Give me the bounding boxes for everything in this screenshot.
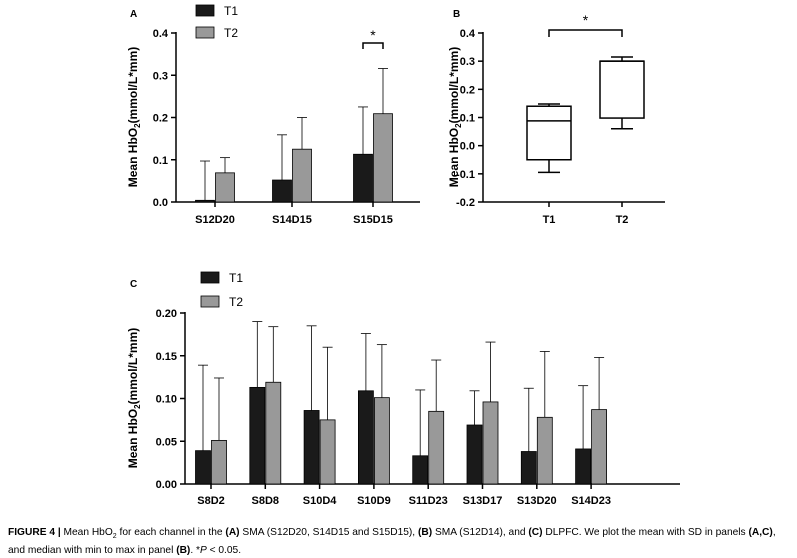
panel-b-box-t2-iqr bbox=[599, 60, 645, 119]
caption-text: DLPFC. We plot the mean with SD in panel… bbox=[542, 527, 749, 538]
panel-c-x-tick-label: S10D9 bbox=[357, 495, 391, 507]
panel-b-x-tick-label: T1 bbox=[543, 214, 556, 226]
panel-a-bar-t1-s12d20 bbox=[195, 199, 215, 203]
panel-a-significance-bracket bbox=[362, 42, 384, 49]
panel-c-bar-t2-s8d8 bbox=[265, 381, 282, 485]
panel-c-y-tick-label: 0.00 bbox=[156, 479, 177, 491]
caption-panel-c: (C) bbox=[528, 527, 543, 538]
panel-b-significance-bracket bbox=[548, 29, 623, 37]
panel-a-y-tick-label: 0.0 bbox=[153, 197, 168, 209]
panel-b-y-tick-label: 0.0 bbox=[460, 141, 475, 153]
panel-c-y-tick-label: 0.15 bbox=[156, 351, 177, 363]
caption-text: SMA (S12D20, S14D15 and S15D15), bbox=[239, 527, 418, 538]
panel-c-x-tick-label: S13D20 bbox=[517, 495, 557, 507]
panel-c-bar-t1-s10d4 bbox=[303, 410, 320, 485]
panel-c-legend-label-t2: T2 bbox=[229, 295, 243, 309]
panel-c-bar-t2-s11d23 bbox=[428, 410, 445, 485]
panel-c-x-tick-label: S8D8 bbox=[252, 495, 280, 507]
panel-c-letter: C bbox=[130, 279, 137, 290]
panel-c-y-axis-label: Mean HbO2(mmol/L*mm) bbox=[126, 328, 142, 468]
panel-b-box-t1-iqr bbox=[526, 105, 572, 161]
panel-a-y-tick-label: 0.3 bbox=[153, 70, 168, 82]
panel-a-y-tick-label: 0.2 bbox=[153, 113, 168, 125]
panel-a-bar-t1-s14d15 bbox=[272, 179, 292, 203]
panel-a-significance-star: * bbox=[370, 27, 376, 43]
caption-text: SMA (S12D14), and bbox=[432, 527, 529, 538]
panel-c-legend-swatch-t1 bbox=[200, 271, 220, 284]
panel-a-legend-label-t2: T2 bbox=[224, 26, 238, 40]
panel-b-letter: B bbox=[453, 9, 460, 20]
panel-b-y-tick-label: 0.2 bbox=[460, 84, 475, 96]
caption-panel-b2: (B) bbox=[176, 545, 191, 557]
panel-b-y-tick-label: 0.4 bbox=[460, 28, 476, 40]
panel-a-legend-swatch-t2 bbox=[195, 26, 215, 39]
panel-b-x-tick-label: T2 bbox=[616, 214, 629, 226]
panel-c-bar-t2-s10d4 bbox=[319, 419, 336, 485]
panel-b-y-tick-label: 0.3 bbox=[460, 56, 475, 68]
panel-c-bar-t1-s8d8 bbox=[249, 386, 266, 485]
panel-a-legend-swatch-t1 bbox=[195, 4, 215, 17]
panel-c-bar-t1-s13d17 bbox=[466, 424, 483, 485]
caption-text: , and median with min to max in panel bbox=[8, 527, 776, 557]
panel-a-y-tick-label: 0.1 bbox=[153, 155, 168, 167]
panel-c-legend-swatch-t2 bbox=[200, 295, 220, 308]
panel-c-bar-t2-s13d20 bbox=[536, 416, 553, 485]
panel-b-y-tick-label: 0.1 bbox=[460, 113, 475, 125]
panel-c-x-tick-label: S8D2 bbox=[197, 495, 225, 507]
panel-c-x-tick-label: S11D23 bbox=[409, 495, 448, 507]
panel-b-y-tick-label: -0.2 bbox=[456, 197, 475, 209]
panel-a-letter: A bbox=[130, 9, 137, 20]
caption-text: Mean HbO bbox=[60, 527, 113, 538]
panel-c-bar-t2-s13d17 bbox=[482, 401, 499, 485]
panel-a-bar-t1-s15d15 bbox=[353, 153, 373, 203]
panel-a-y-axis-label: Mean HbO2(mmol/L*mm) bbox=[126, 47, 142, 187]
figure-caption: FIGURE 4 | Mean HbO2 for each channel in… bbox=[8, 526, 793, 558]
caption-p: P bbox=[199, 545, 207, 557]
panel-a-bar-t2-s14d15 bbox=[292, 148, 312, 203]
panel-a-y-tick-label: 0.4 bbox=[153, 28, 169, 40]
caption-panel-ac: (A,C) bbox=[748, 527, 773, 538]
caption-panel-b: (B) bbox=[417, 527, 433, 538]
panel-a-legend-label-t1: T1 bbox=[224, 4, 238, 18]
caption-text: < 0.05. bbox=[206, 545, 242, 557]
panel-c-bar-t1-s14d23 bbox=[575, 448, 591, 485]
caption-text: for each channel in the bbox=[116, 527, 226, 538]
caption-sub: 2 bbox=[112, 533, 117, 541]
panel-a-x-tick-label: S12D20 bbox=[195, 214, 235, 226]
panel-c-bar-t1-s13d20 bbox=[520, 451, 537, 485]
panel-c-bar-t2-s14d23 bbox=[591, 409, 607, 485]
caption-lead: FIGURE 4 | bbox=[8, 527, 61, 538]
panel-b-significance-star: * bbox=[583, 12, 589, 28]
panel-a-x-tick-label: S15D15 bbox=[353, 214, 393, 226]
panel-a-bar-t2-s12d20 bbox=[215, 172, 235, 203]
panel-c-bar-t2-s8d2 bbox=[211, 439, 227, 485]
panel-c-x-tick-label: S13D17 bbox=[463, 495, 503, 507]
panel-b-y-axis-label: Mean HbO2(mmol/L*mm) bbox=[447, 47, 463, 187]
panel-a-bar-t2-s15d15 bbox=[373, 113, 393, 203]
panel-c-y-tick-label: 0.20 bbox=[156, 308, 177, 320]
panel-c-y-tick-label: 0.10 bbox=[156, 394, 177, 406]
panel-c-legend-label-t1: T1 bbox=[229, 271, 243, 285]
panel-c-x-tick-label: S14D23 bbox=[571, 495, 611, 507]
panel-c-bar-t1-s8d2 bbox=[195, 450, 211, 485]
panel-a-x-tick-label: S14D15 bbox=[272, 214, 312, 226]
panel-c-bar-t2-s10d9 bbox=[373, 397, 390, 485]
panel-b-y-tick-label: -0.1 bbox=[456, 169, 475, 181]
panel-c-x-tick-label: S10D4 bbox=[303, 495, 338, 507]
caption-text: . * bbox=[190, 545, 200, 557]
caption-panel-a: (A) bbox=[225, 527, 240, 538]
panel-c-bar-t1-s11d23 bbox=[412, 455, 429, 485]
panel-c-y-tick-label: 0.05 bbox=[156, 436, 177, 448]
panel-c-bar-t1-s10d9 bbox=[357, 390, 374, 485]
